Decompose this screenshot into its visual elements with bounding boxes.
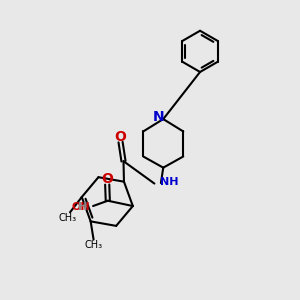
Text: NH: NH xyxy=(160,177,178,187)
Text: OH: OH xyxy=(71,202,90,212)
Text: N: N xyxy=(153,110,164,124)
Text: O: O xyxy=(101,172,113,186)
Text: H: H xyxy=(78,202,87,212)
Text: CH₃: CH₃ xyxy=(85,240,103,250)
Text: CH₃: CH₃ xyxy=(58,213,76,223)
Text: O: O xyxy=(114,130,126,144)
